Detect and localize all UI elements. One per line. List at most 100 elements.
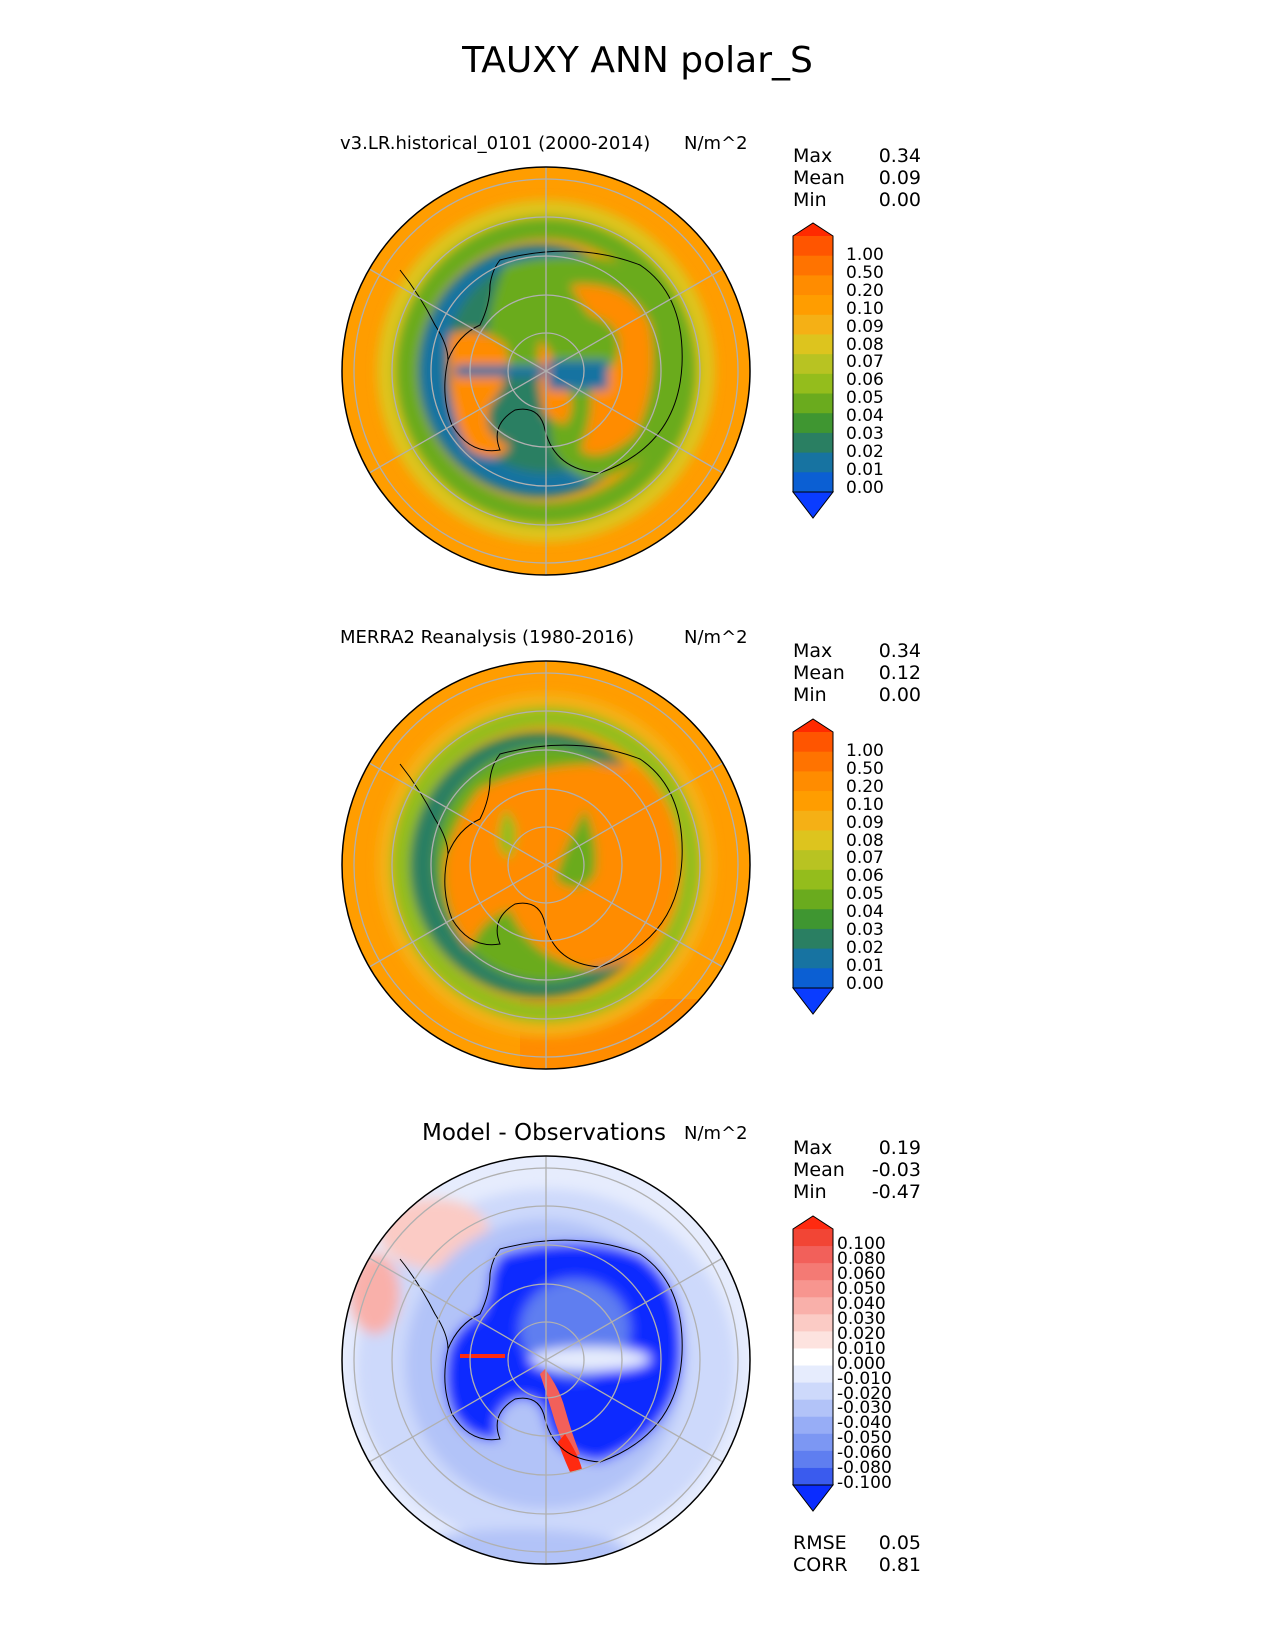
colorbar-tick-label: 0.01 xyxy=(846,955,884,976)
colorbar-tick-label: 0.20 xyxy=(846,280,884,301)
colorbar-tick-label: 0.030 xyxy=(837,1308,886,1329)
colorbar-band xyxy=(793,928,833,950)
colorbar-tick-label: -0.060 xyxy=(837,1443,892,1464)
colorbar-band xyxy=(793,1246,833,1264)
stat-label: Mean xyxy=(793,167,845,189)
colorbar-tick-label: 0.000 xyxy=(837,1353,886,1374)
colorbar-tick-label: 0.50 xyxy=(846,758,884,779)
colorbar-band xyxy=(793,869,833,891)
colorbar-tick-label: 0.06 xyxy=(846,370,884,391)
colorbar-band xyxy=(793,334,833,355)
colorbar-tick-label: 0.02 xyxy=(846,937,884,958)
panel-3-stats: Max 0.19 Mean -0.03 Min -0.47 xyxy=(793,1137,921,1203)
colorbar-band xyxy=(793,1467,833,1486)
graticule xyxy=(353,167,739,575)
colorbar-band xyxy=(793,255,833,276)
colorbar-tick-label: -0.020 xyxy=(837,1383,892,1404)
stat-label: Min xyxy=(793,684,827,706)
graticule xyxy=(353,661,739,1069)
colorbar-band xyxy=(793,1314,833,1332)
stat-value: 0.34 xyxy=(878,145,921,167)
panel-2-units: N/m^2 xyxy=(684,627,748,648)
colorbar-extend-min xyxy=(793,492,833,518)
colorbar-tick-label: -0.080 xyxy=(837,1458,892,1479)
stat-value: 0.81 xyxy=(878,1554,921,1576)
colorbar-band xyxy=(793,810,833,831)
stat-label: Mean xyxy=(793,1159,845,1181)
stat-value: -0.47 xyxy=(871,1181,921,1203)
colorbar-band xyxy=(793,314,833,335)
colorbar-band xyxy=(793,1280,833,1298)
colorbar-tick-label: 0.04 xyxy=(846,406,884,427)
stat-value: 0.00 xyxy=(878,684,921,706)
colorbar-tick-label: 0.060 xyxy=(837,1263,886,1284)
stat-value: 0.12 xyxy=(878,662,921,684)
colorbar-band xyxy=(793,432,833,454)
colorbar-tick-label: 0.03 xyxy=(846,920,884,941)
colorbar-tick-label: 0.04 xyxy=(846,902,884,923)
panel-3-extra-stats: RMSE 0.05 CORR 0.81 xyxy=(793,1532,921,1576)
colorbar-extend-max xyxy=(793,719,833,732)
panel-3-colorbar-labels: 0.100 0.080 0.060 0.050 0.040 0.030 0.02… xyxy=(837,1236,892,1494)
colorbar-band xyxy=(793,354,833,375)
colorbar-tick-label: 0.010 xyxy=(837,1338,886,1359)
colorbar-extend-min xyxy=(793,988,833,1014)
panel-1-map xyxy=(341,166,751,576)
panel-1-title: v3.LR.historical_0101 (2000-2014) xyxy=(340,133,651,154)
panel-2-colorbar-labels: 1.00 0.50 0.20 0.10 0.09 0.08 0.07 0.06 … xyxy=(846,741,884,994)
colorbar-tick-label: -0.100 xyxy=(837,1473,892,1494)
colorbar-extend-min xyxy=(793,1485,833,1511)
colorbar-band xyxy=(793,1229,833,1247)
panel-3-title: Model - Observations xyxy=(422,1120,667,1146)
stat-label: Mean xyxy=(793,662,845,684)
colorbar-tick-label: 0.10 xyxy=(846,298,884,319)
stat-value: 0.05 xyxy=(878,1532,921,1554)
colorbar-tick-label: 1.00 xyxy=(846,741,884,761)
colorbar-band xyxy=(793,830,833,851)
map-boundary xyxy=(341,166,751,576)
colorbar-extend-max xyxy=(793,223,833,236)
stat-label: Min xyxy=(793,1181,827,1203)
colorbar-band xyxy=(793,1399,833,1418)
colorbar-band xyxy=(793,791,833,812)
colorbar-band xyxy=(793,1348,833,1367)
colorbar-band xyxy=(793,295,833,316)
colorbar-tick-label: 0.09 xyxy=(846,812,884,833)
panel-2-title: MERRA2 Reanalysis (1980-2016) xyxy=(340,627,635,648)
colorbar-band xyxy=(793,889,833,910)
colorbar-band xyxy=(793,909,833,930)
panel-1-colorbar xyxy=(791,222,835,519)
colorbar-band xyxy=(793,393,833,414)
colorbar-tick-label: 0.07 xyxy=(846,848,884,869)
map-boundary xyxy=(341,660,751,1070)
colorbar-band xyxy=(793,968,833,989)
panel-1-stats: Max 0.34 Mean 0.09 Min 0.00 xyxy=(793,145,921,211)
colorbar-tick-label: 0.05 xyxy=(846,884,884,905)
colorbar-tick-label: 0.00 xyxy=(846,973,884,994)
colorbar-band xyxy=(793,732,833,753)
colorbar-tick-label: 0.040 xyxy=(837,1293,886,1314)
colorbar-extend-max xyxy=(793,1216,833,1229)
colorbar-tick-label: 0.09 xyxy=(846,316,884,337)
stat-label: Min xyxy=(793,189,827,211)
colorbar-band xyxy=(793,472,833,493)
colorbar-band xyxy=(793,948,833,969)
colorbar-tick-label: 0.080 xyxy=(837,1248,886,1269)
colorbar-tick-label: -0.050 xyxy=(837,1428,892,1449)
panel-3-units: N/m^2 xyxy=(684,1123,748,1144)
colorbar-band xyxy=(793,413,833,434)
colorbar-band xyxy=(793,1382,833,1401)
colorbar-tick-label: 0.050 xyxy=(837,1278,886,1299)
colorbar-tick-label: 0.05 xyxy=(846,388,884,409)
colorbar-band xyxy=(793,751,833,772)
colorbar-tick-label: -0.040 xyxy=(837,1413,892,1434)
colorbar-tick-label: 0.10 xyxy=(846,794,884,815)
colorbar-band xyxy=(793,1450,833,1469)
map-boundary xyxy=(341,1155,751,1565)
colorbar-band xyxy=(793,1297,833,1315)
colorbar-tick-label: 0.08 xyxy=(846,830,884,851)
graticule xyxy=(353,1156,739,1564)
panel-3-map xyxy=(341,1155,751,1565)
stat-value: -0.03 xyxy=(871,1159,921,1181)
stat-label: Max xyxy=(793,145,833,167)
